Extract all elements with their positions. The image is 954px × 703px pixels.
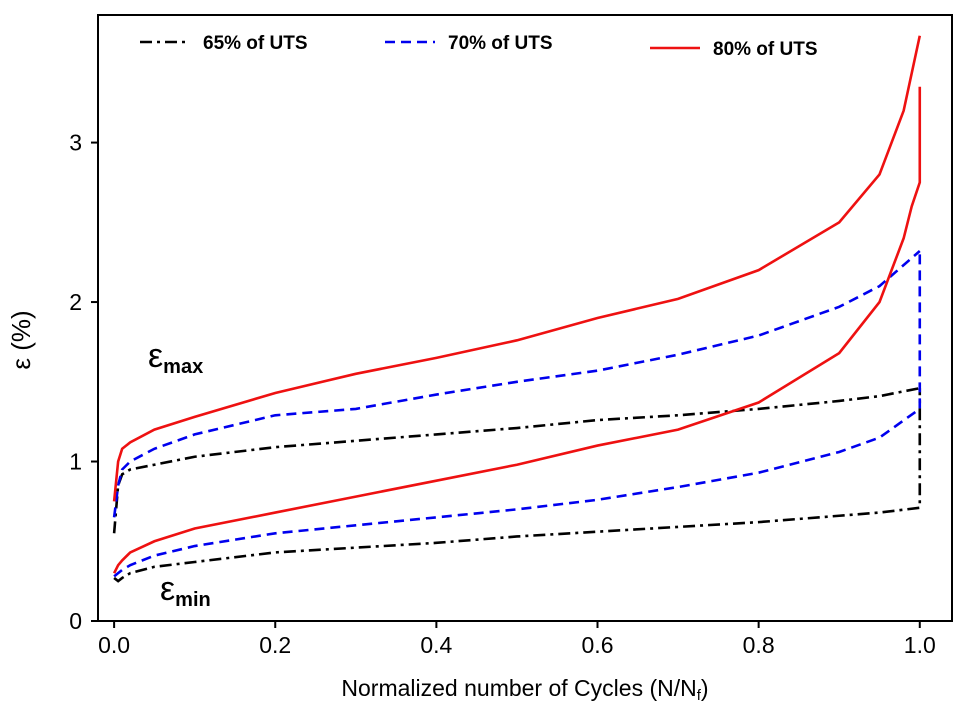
y-tick-label: 2 xyxy=(69,289,82,315)
annotation-symbol: ε xyxy=(148,337,163,375)
lines xyxy=(112,35,922,583)
y-tick-label: 1 xyxy=(69,449,82,475)
data-line xyxy=(112,86,922,574)
x-tick-label: 0.8 xyxy=(743,632,775,658)
data-line xyxy=(113,388,922,583)
plot-frame xyxy=(97,14,953,622)
legend-label: 70% of UTS xyxy=(448,33,553,54)
y-tick-label: 0 xyxy=(69,608,82,634)
annotation-symbol: ε xyxy=(160,570,175,608)
x-axis-label-text: Normalized number of Cycles (N/N xyxy=(341,675,696,701)
annotation-sub: min xyxy=(175,589,211,611)
annotation: εmin xyxy=(160,570,211,611)
data-line xyxy=(112,386,921,534)
x-tick-label: 0.6 xyxy=(582,632,614,658)
data-line xyxy=(112,35,922,502)
x-axis-label-sub: f xyxy=(697,687,702,703)
data-line xyxy=(112,250,921,518)
x-tick-label: 1.0 xyxy=(904,632,936,658)
legend-label: 65% of UTS xyxy=(203,33,308,54)
y-axis-label: ε (%) xyxy=(6,310,36,369)
annotation-sub: max xyxy=(163,356,203,378)
x-axis-label: Normalized number of Cycles (N/Nf) xyxy=(341,675,708,703)
x-tick-label: 0.2 xyxy=(259,632,291,658)
x-tick-label: 0.0 xyxy=(98,632,130,658)
y-tick-label: 3 xyxy=(69,130,82,156)
legend-label: 80% of UTS xyxy=(713,39,818,60)
data-line xyxy=(113,254,922,578)
x-axis-label-end: ) xyxy=(701,675,709,701)
x-tick-label: 0.4 xyxy=(420,632,452,658)
annotation: εmax xyxy=(148,337,203,378)
